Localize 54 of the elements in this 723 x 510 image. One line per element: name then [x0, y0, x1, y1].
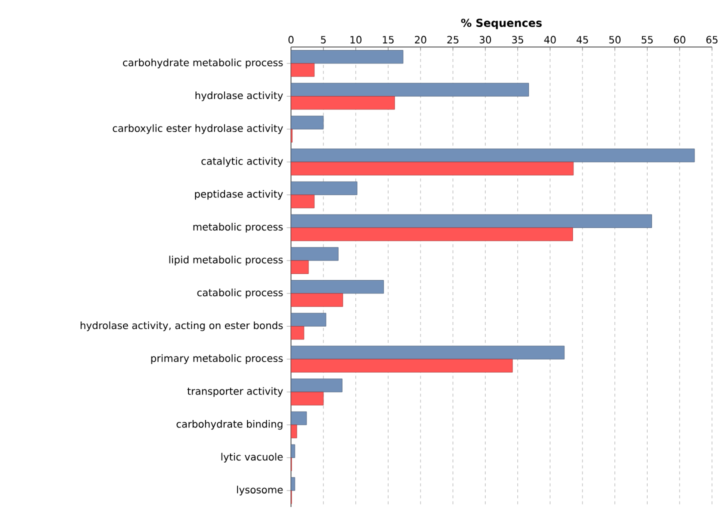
x-tick-label: 20 — [414, 36, 426, 44]
bar — [290, 293, 344, 307]
bar — [290, 247, 338, 261]
y-tick-label: carboxylic ester hydrolase activity — [112, 124, 283, 134]
y-tick-label: metabolic process — [193, 222, 283, 233]
y-tick-label: primary metabolic process — [151, 354, 283, 364]
bar — [290, 182, 358, 196]
bar — [290, 214, 652, 228]
y-tick-label: lipid metabolic process — [169, 256, 283, 266]
bar — [290, 280, 384, 294]
x-tick-label: 15 — [382, 36, 394, 44]
y-tick-label: lytic vacuole — [221, 452, 283, 463]
y-tick-label: peptidase activity — [195, 190, 283, 200]
y-tick-label: catabolic process — [197, 288, 283, 298]
bar — [290, 194, 315, 208]
bar — [290, 96, 395, 110]
bar — [290, 50, 404, 64]
x-tick-label: 60 — [674, 36, 686, 44]
y-tick-label: transporter activity — [187, 387, 283, 397]
bar — [290, 63, 315, 77]
x-tick-label: 35 — [512, 36, 524, 44]
bar — [290, 412, 307, 426]
x-tick-label: 0 — [288, 36, 294, 44]
x-tick-label: 45 — [576, 36, 588, 44]
x-tick-label: 55 — [642, 36, 653, 44]
bar — [290, 392, 324, 406]
bar — [290, 444, 296, 458]
x-tick-label: 5 — [320, 36, 326, 44]
x-tick-label: 65 — [706, 36, 718, 44]
y-tick-label: hydrolase activity, acting on ester bonds — [80, 321, 283, 332]
y-tick-label: lysosome — [237, 486, 283, 496]
bar — [290, 228, 573, 242]
bar — [290, 82, 529, 96]
y-tick-label: carbohydrate binding — [176, 420, 282, 430]
x-tick-label: 30 — [480, 36, 491, 44]
bar — [290, 326, 304, 340]
x-tick-label: 10 — [350, 36, 362, 44]
bar — [290, 378, 342, 392]
x-axis-title: % Sequences — [461, 18, 542, 30]
bar — [290, 424, 298, 438]
y-tick-label: carbohydrate metabolic process — [123, 58, 283, 68]
bar — [290, 162, 574, 176]
y-tick-label: hydrolase activity — [196, 91, 283, 102]
bar — [290, 116, 324, 130]
bar — [290, 148, 695, 162]
bar — [290, 260, 309, 274]
x-tick-label: 40 — [544, 36, 556, 44]
bar — [290, 477, 296, 491]
x-tick-label: 25 — [447, 36, 458, 44]
bar — [290, 346, 565, 360]
bar — [290, 358, 513, 372]
y-tick-label: catalytic activity — [201, 157, 283, 167]
bar — [290, 312, 326, 326]
x-tick-label: 50 — [609, 36, 621, 44]
